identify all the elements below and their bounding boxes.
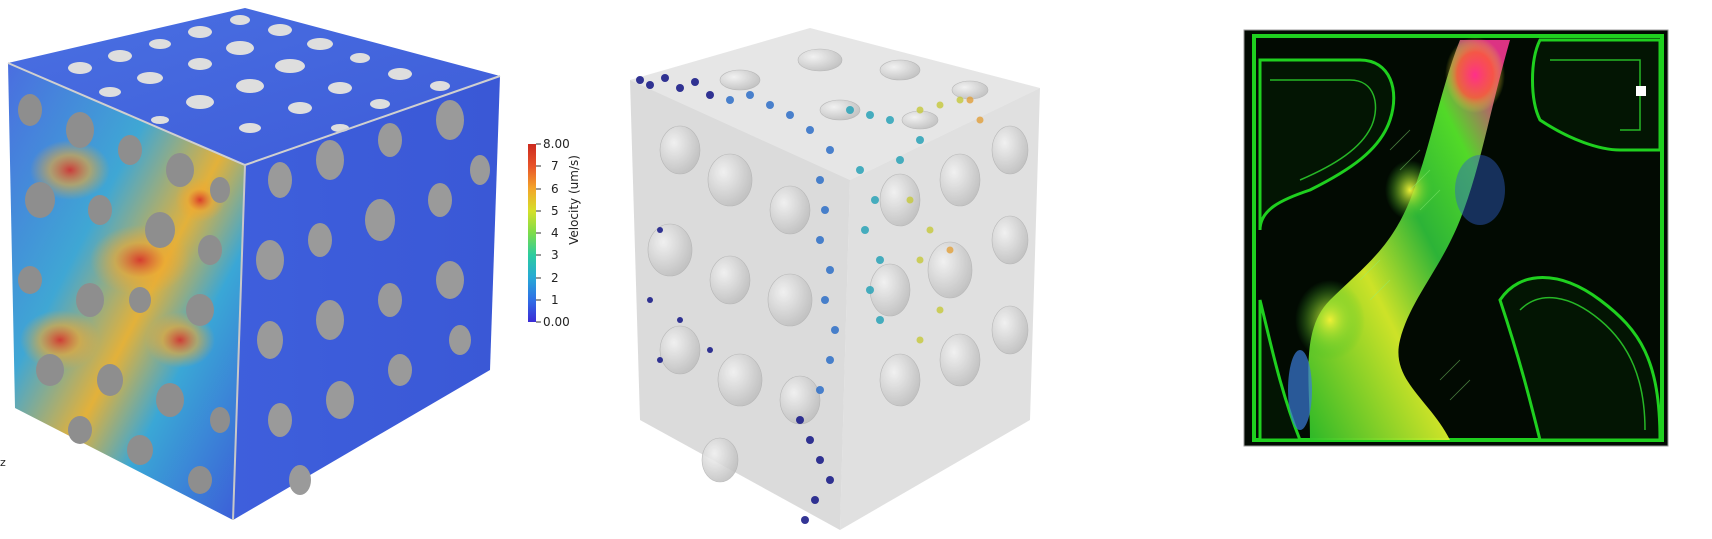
velocity-cube-render: 8.00 7 6 5 4 3 2 1 0.00 Velocity (um/s) … [0, 0, 600, 539]
colorbar-title: Velocity (um/s) [567, 155, 581, 245]
colorbar-tick: 3 [551, 248, 559, 262]
marker-square [1636, 86, 1646, 96]
colorbar-tick: 5 [551, 204, 559, 218]
flow-field-render [1240, 0, 1712, 539]
colorbar-tick: 0.00 [543, 315, 570, 329]
colorbar-tick: 6 [551, 182, 559, 196]
colorbar-tick: 8.00 [543, 137, 570, 151]
front-inclusions [18, 94, 230, 494]
velocity-colorbar [528, 143, 541, 323]
axis-label: z [0, 456, 6, 469]
colorbar-tick: 1 [551, 293, 559, 307]
side-inclusions [256, 100, 490, 495]
bubble-cube-image [630, 28, 1040, 530]
colorbar-tick: 7 [551, 159, 559, 173]
colorbar-gradient [528, 144, 536, 322]
flow-field-image [1243, 29, 1669, 447]
bubble-network [636, 74, 984, 524]
colorbar-tick: 2 [551, 271, 559, 285]
velocity-cube-image [7, 8, 501, 521]
colorbar-tick: 4 [551, 226, 559, 240]
top-inclusions [68, 15, 450, 133]
bubble-cube-render [620, 0, 1140, 539]
